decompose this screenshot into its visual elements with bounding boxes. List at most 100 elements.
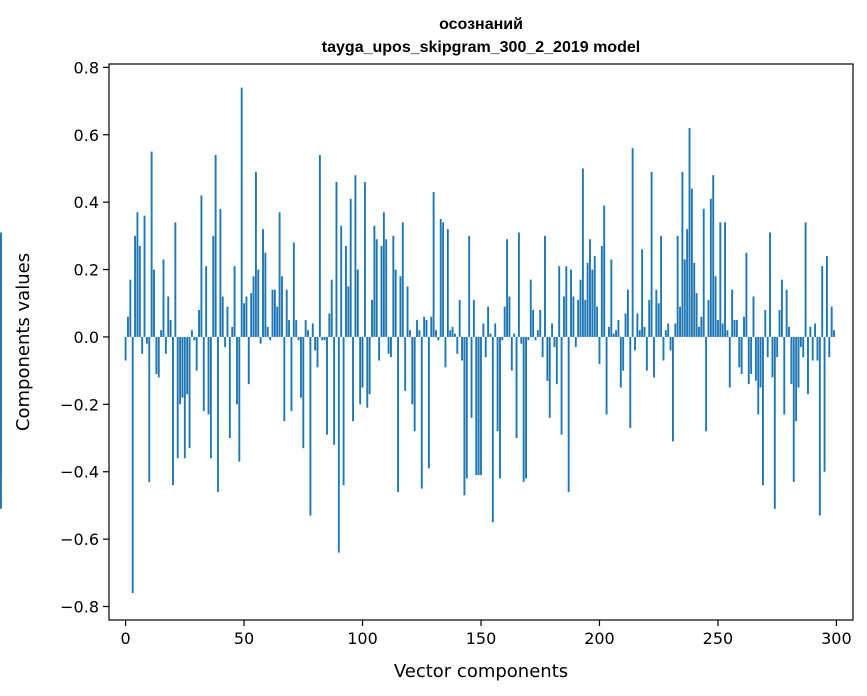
bar bbox=[522, 336, 525, 482]
bar bbox=[773, 336, 776, 509]
bar bbox=[207, 336, 210, 415]
bar bbox=[532, 309, 535, 337]
bar bbox=[164, 336, 167, 354]
bar bbox=[219, 208, 222, 337]
bar bbox=[435, 330, 437, 337]
bar bbox=[333, 336, 336, 445]
bar bbox=[176, 336, 179, 459]
x-tick-label: 300 bbox=[821, 629, 852, 648]
bar bbox=[477, 336, 480, 476]
bar bbox=[292, 242, 295, 337]
bar bbox=[335, 181, 338, 337]
bar bbox=[655, 289, 658, 337]
bar bbox=[418, 330, 421, 337]
bar bbox=[709, 198, 712, 337]
bar bbox=[615, 330, 618, 337]
bar bbox=[212, 235, 215, 337]
bar bbox=[318, 154, 321, 337]
bar bbox=[747, 336, 750, 385]
bar bbox=[451, 326, 454, 337]
bar bbox=[565, 266, 568, 337]
bar bbox=[577, 299, 580, 337]
bar bbox=[825, 256, 828, 337]
bar bbox=[354, 175, 357, 337]
bar bbox=[461, 336, 463, 361]
bar bbox=[527, 336, 530, 341]
bar bbox=[153, 269, 155, 337]
bar bbox=[738, 336, 741, 368]
bar bbox=[131, 336, 134, 594]
bar bbox=[224, 336, 227, 348]
bar bbox=[643, 326, 646, 337]
bar bbox=[674, 323, 677, 337]
bar bbox=[778, 309, 781, 337]
bar bbox=[382, 212, 385, 337]
bar bbox=[562, 296, 565, 337]
bar bbox=[361, 336, 364, 388]
bar bbox=[750, 336, 753, 375]
bar bbox=[536, 330, 539, 337]
bar bbox=[243, 303, 246, 337]
bar bbox=[337, 336, 340, 553]
bar bbox=[669, 336, 672, 351]
bar bbox=[814, 323, 817, 337]
bar bbox=[754, 336, 757, 381]
bar bbox=[404, 336, 407, 391]
bar bbox=[200, 195, 203, 337]
bar bbox=[762, 336, 764, 486]
bar bbox=[574, 336, 577, 348]
bar bbox=[712, 175, 715, 337]
bar bbox=[833, 330, 835, 337]
bar bbox=[506, 239, 509, 337]
bar bbox=[634, 336, 636, 351]
bar bbox=[371, 299, 373, 337]
chart-subtitle: tayga_upos_skipgram_300_2_2019 model bbox=[322, 39, 640, 56]
bar bbox=[378, 336, 381, 361]
y-tick-label: 0.0 bbox=[74, 328, 99, 347]
bar bbox=[169, 320, 172, 337]
bar bbox=[347, 286, 350, 337]
bar bbox=[657, 303, 660, 337]
bar bbox=[283, 336, 286, 422]
bar bbox=[399, 276, 402, 337]
bar bbox=[231, 326, 234, 337]
x-tick-label: 250 bbox=[703, 629, 734, 648]
bar bbox=[356, 269, 359, 337]
bar bbox=[328, 313, 331, 337]
bar bbox=[487, 306, 490, 337]
bar bbox=[276, 306, 279, 337]
bar bbox=[444, 336, 447, 368]
bar bbox=[792, 336, 795, 482]
bar bbox=[785, 289, 788, 337]
bar bbox=[446, 229, 449, 337]
bar bbox=[586, 262, 589, 337]
bar bbox=[650, 171, 653, 337]
bar bbox=[456, 336, 459, 354]
bar bbox=[127, 316, 129, 337]
x-tick-label: 0 bbox=[120, 629, 130, 648]
bar bbox=[285, 289, 288, 337]
bar bbox=[437, 336, 440, 341]
bar bbox=[425, 320, 428, 337]
bar bbox=[475, 336, 478, 476]
bar bbox=[572, 296, 575, 337]
bar bbox=[780, 279, 783, 337]
bar bbox=[705, 336, 708, 432]
bar bbox=[472, 299, 475, 337]
bar bbox=[0, 336, 2, 415]
bar bbox=[508, 296, 511, 337]
bar bbox=[828, 336, 831, 358]
bar bbox=[352, 336, 354, 422]
bar bbox=[342, 336, 345, 486]
bar bbox=[645, 336, 648, 371]
bar bbox=[724, 222, 726, 337]
bar bbox=[771, 336, 774, 378]
bar bbox=[413, 336, 416, 432]
bar bbox=[0, 235, 2, 337]
bar bbox=[238, 336, 241, 462]
bar bbox=[641, 249, 644, 337]
bar bbox=[731, 289, 734, 337]
bar bbox=[290, 336, 293, 412]
bar bbox=[321, 336, 324, 341]
bar bbox=[591, 269, 594, 337]
